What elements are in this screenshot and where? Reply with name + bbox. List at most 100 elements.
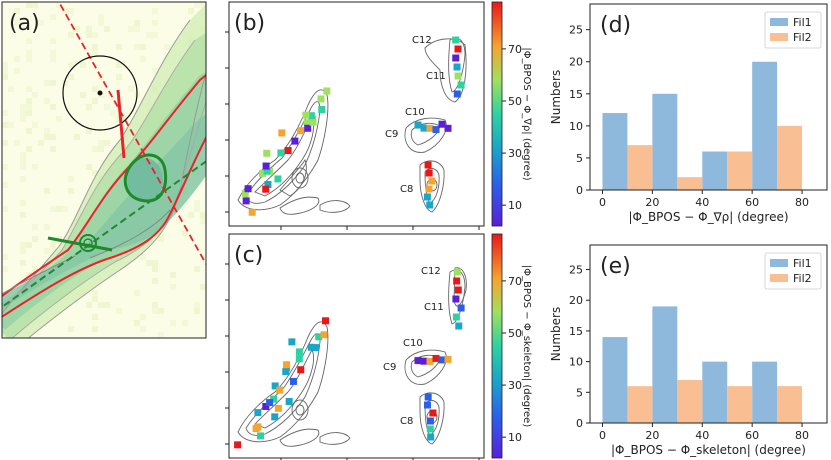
speckle-pixel [56,116,62,122]
speckle-pixel [146,260,152,266]
speckle-pixel [104,104,110,110]
panel-b-frame [228,1,485,227]
vector-square [420,357,428,365]
speckle-pixel [8,86,14,92]
vector-square [311,344,319,352]
bar-fil1 [702,361,728,423]
vector-square [432,354,440,362]
colorbar-tick-label: 10 [508,199,522,212]
bar-chart-d: 0 20 40 60 80 0 5 10 15 20 25 Numbers |Φ_BPOS − Φ_∇ρ… [549,3,828,224]
speckle-pixel [92,170,98,176]
speckle-pixel [2,254,8,260]
vector-square [271,382,279,390]
vector-square [309,118,317,126]
colorbar-tick-label: 50 [508,327,522,340]
legend-label-fil1: Fil1 [793,16,812,29]
speckle-pixel [134,44,140,50]
vector-square [303,119,311,127]
speckle-pixel [152,308,158,314]
speckle-pixel [122,116,128,122]
vector-square [271,413,279,421]
vector-square [242,197,250,205]
vector-square [307,112,315,120]
speckle-pixel [50,38,56,44]
speckle-pixel [158,236,164,242]
vector-square [264,180,272,188]
legend-swatch-fil2 [770,274,788,282]
vector-square [254,409,262,417]
speckle-pixel [44,248,50,254]
speckle-pixel [152,278,158,284]
speckle-pixel [68,62,74,68]
speckle-pixel [182,320,188,326]
vector-square [266,399,274,407]
vector-square [297,127,305,135]
speckle-pixel [80,92,86,98]
speckle-pixel [32,224,38,230]
speckle-pixel [152,302,158,308]
region-label-c-c10: C10 [403,338,423,349]
vector-square [452,36,460,44]
speckle-pixel [20,104,26,110]
vector-square [241,189,249,197]
vector-square [263,167,271,175]
vector-square [285,397,293,405]
speckle-pixel [50,146,56,152]
panel-label: (d) [600,13,631,38]
vector-square [263,149,271,157]
speckle-pixel [62,80,68,86]
vector-square [452,313,460,321]
speckle-pixel [98,146,104,152]
speckle-pixel [98,20,104,26]
vector-square [425,185,433,193]
speckle-pixel [20,152,26,158]
speckle-pixel [140,326,146,332]
speckle-pixel [146,32,152,38]
legend-label-fil1: Fil1 [793,257,812,270]
vector-square [288,338,296,346]
speckle-pixel [26,272,32,278]
y-tick-label: 25 [569,264,583,277]
vector-square [322,317,330,325]
speckle-pixel [44,80,50,86]
speckle-pixel [32,266,38,272]
speckle-pixel [104,140,110,146]
speckle-pixel [152,260,158,266]
speckle-pixel [122,128,128,134]
vector-square [283,361,291,369]
speckle-pixel [20,176,26,182]
speckle-pixel [26,56,32,62]
x-tick-label: 40 [695,196,709,209]
speckle-pixel [104,26,110,32]
speckle-pixel [68,188,74,194]
vector-square [454,286,462,294]
vector-square [248,208,256,216]
vector-square [259,169,267,177]
vector-square [274,404,282,412]
panel-c-frame [228,233,485,459]
region-label-c-c11: C11 [424,302,444,313]
legend-label-fil2: Fil2 [793,272,812,285]
speckle-pixel [194,266,200,272]
bar-fil1 [702,151,728,190]
x-tick-label: 60 [745,196,759,209]
vector-square [432,126,440,134]
vector-square [453,63,461,71]
speckle-pixel [200,212,206,218]
region-label-b-c12: C12 [412,35,432,46]
legend-swatch-fil2 [770,33,788,41]
panel-c-vector-squares [234,268,465,449]
speckle-pixel [2,164,8,170]
speckle-pixel [152,20,158,26]
speckle-pixel [50,56,56,62]
speckle-pixel [188,212,194,218]
speckle-pixel [26,128,32,134]
speckle-pixel [194,200,200,206]
vector-square [323,87,331,95]
speckle-pixel [2,62,8,68]
speckle-pixel [50,242,56,248]
speckle-pixel [38,20,44,26]
speckle-pixel [116,62,122,68]
colorbar-tick-label: 30 [508,147,522,160]
speckle-pixel [62,8,68,14]
